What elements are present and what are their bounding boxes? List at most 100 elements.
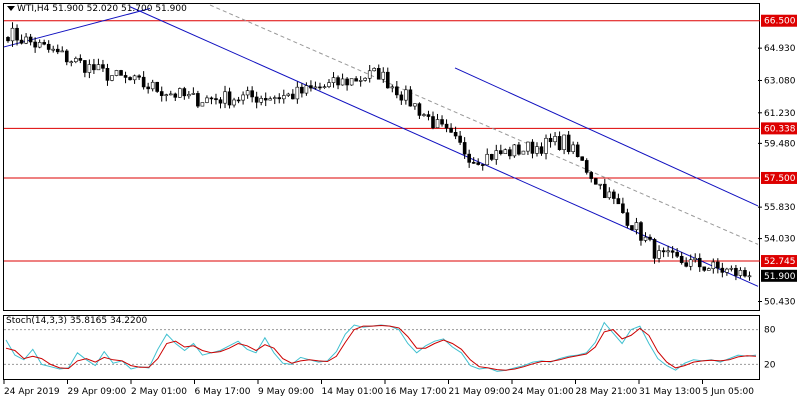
candle-body: [593, 178, 598, 185]
candle-body: [652, 239, 657, 259]
candle-body: [630, 225, 634, 231]
level-label: 57.500: [764, 174, 796, 184]
candle-body: [10, 27, 15, 42]
level-label-box: [761, 14, 797, 27]
candle-body: [693, 257, 698, 261]
candle-body: [571, 144, 575, 152]
candle-body: [137, 75, 141, 78]
candle-body: [155, 81, 159, 92]
candle-body: [6, 37, 10, 42]
chart-title: WTI,H4 51.900 52.020 51.700 51.900: [7, 4, 187, 14]
candle-body: [381, 71, 386, 80]
candle-body: [245, 90, 250, 96]
level-label: 66.500: [764, 17, 796, 27]
candle-body: [738, 270, 743, 276]
candle-body: [83, 60, 87, 73]
candle-body: [499, 150, 503, 154]
candle-body: [467, 153, 471, 163]
candle-body: [548, 137, 553, 143]
osc-tick-label: 20: [764, 360, 776, 370]
candle-body: [494, 150, 499, 160]
candle-body: [743, 270, 747, 277]
candle-body: [114, 70, 119, 76]
candle-body: [725, 268, 729, 273]
candle-body: [566, 134, 571, 152]
candle-body: [435, 119, 440, 129]
candle-body: [431, 116, 435, 129]
candle-body: [146, 86, 150, 90]
x-tick-label: 24 May 01:00: [512, 387, 574, 397]
x-tick-label: 5 Jun 05:00: [703, 387, 755, 397]
candle-body: [349, 78, 354, 86]
candle-body: [87, 64, 92, 73]
candle-body: [607, 191, 612, 199]
candle-body: [426, 114, 431, 117]
candle-body: [734, 267, 738, 276]
candle-body: [205, 97, 209, 103]
candle-body: [322, 86, 327, 88]
candle-body: [92, 64, 96, 71]
level-label: 60.338: [764, 124, 796, 134]
channel-lower: [129, 6, 759, 287]
y-tick-label: 50.430: [764, 297, 796, 307]
candle-body: [340, 78, 345, 86]
candle-body: [395, 86, 399, 96]
candle-body: [51, 48, 56, 51]
candle-body: [702, 266, 707, 271]
candle-body: [675, 252, 679, 257]
candle-body: [218, 99, 223, 104]
candle-body: [33, 41, 37, 48]
y-tick-label: 59.480: [764, 139, 796, 149]
channel-upper: [454, 67, 759, 207]
candle-body: [291, 93, 295, 100]
candle-body: [449, 127, 453, 133]
candle-body: [232, 99, 236, 106]
candle-body: [327, 82, 331, 87]
x-tick-label: 2 May 01:00: [131, 387, 187, 397]
x-tick-label: 24 Apr 2019: [4, 387, 60, 397]
candle-body: [268, 98, 273, 101]
candle-body: [187, 94, 191, 97]
candle-body: [747, 275, 752, 278]
candle-body: [616, 198, 621, 205]
level-label-box: [761, 171, 797, 184]
candle-body: [272, 97, 277, 99]
oscillator-pane-frame: [3, 315, 760, 380]
candle-body: [110, 75, 114, 81]
candle-body: [64, 50, 69, 63]
candle-body: [191, 93, 196, 95]
candle-body: [159, 91, 164, 96]
candle-body: [480, 164, 485, 166]
candle-body: [263, 98, 268, 101]
candle-body: [236, 99, 241, 102]
current-price-label: 51.900: [764, 272, 796, 282]
axes: 64.930 63.080 61.230 59.480 55.830 54.030 50.4…: [3, 44, 796, 397]
candle-body: [55, 48, 60, 53]
candle-body: [408, 89, 413, 107]
candle-body: [598, 183, 603, 186]
candle-body: [358, 80, 363, 82]
candle-body: [345, 78, 349, 86]
candle-body: [209, 97, 214, 100]
candle-body: [557, 136, 562, 150]
candle-body: [440, 119, 444, 125]
candle-body: [634, 222, 639, 231]
candle-body: [69, 61, 74, 64]
chart-menu-icon[interactable]: [7, 6, 15, 11]
candle-body: [168, 93, 173, 96]
trend-channel: 51.900: [3, 4, 797, 287]
channel-midline: [209, 4, 759, 245]
candle-body: [304, 85, 309, 94]
candle-body: [661, 250, 666, 253]
candle-body: [553, 136, 557, 143]
x-tick-label: 6 May 17:00: [195, 387, 251, 397]
candle-body: [720, 267, 725, 273]
candle-body: [309, 85, 313, 89]
x-tick-label: 31 May 13:00: [639, 387, 701, 397]
candle-body: [101, 64, 105, 69]
candle-body: [503, 149, 508, 154]
candle-body: [173, 93, 178, 98]
osc-tick-label: 80: [764, 326, 776, 336]
candle-body: [602, 183, 607, 199]
